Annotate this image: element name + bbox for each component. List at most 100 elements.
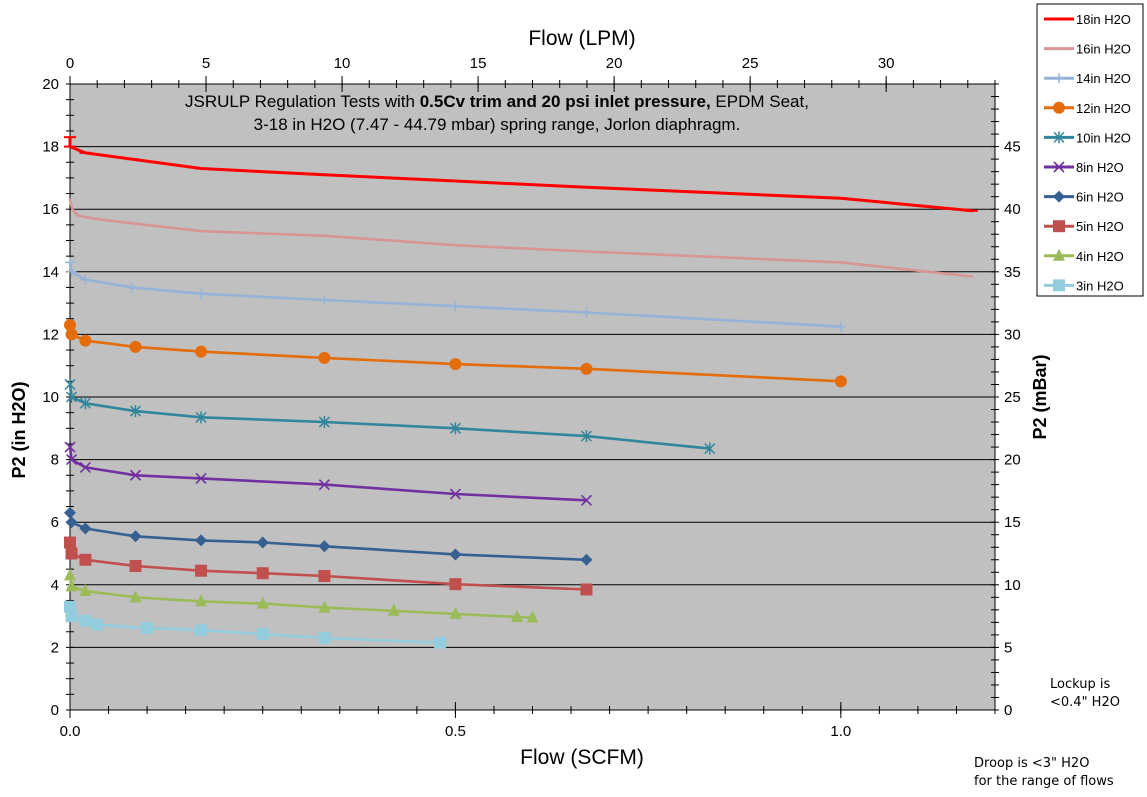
data-point (129, 530, 142, 543)
x2-tick-label: 0 (66, 55, 74, 72)
data-point (66, 391, 78, 403)
lockup-note-line2: <0.4" H2O (1050, 695, 1120, 710)
y-tick-label: 10 (42, 389, 59, 406)
data-point (318, 416, 330, 429)
data-point (318, 479, 330, 491)
legend: 18in H2O 16in H2O 14in H2O 12in H2O 10in H2O… (1036, 3, 1144, 297)
series-16in-h2o (68, 198, 974, 278)
legend-box (1036, 3, 1144, 297)
data-point (64, 441, 76, 453)
series-12in-h2o (64, 319, 847, 388)
series-3in-h2o (64, 600, 446, 649)
data-point (129, 560, 142, 573)
legend-item: 18in H2O (1044, 12, 1131, 27)
data-point (318, 570, 331, 583)
data-point (66, 266, 77, 277)
data-point (318, 600, 331, 613)
y2-axis-label: P2 (mBar) (1030, 354, 1050, 439)
x-tick-label: 0.0 (60, 723, 81, 740)
legend-swatch-marker (1054, 73, 1064, 84)
data-point (64, 600, 76, 613)
data-point (449, 488, 461, 500)
x2-tick-label: 25 (742, 55, 759, 72)
data-point (195, 472, 207, 484)
data-point (256, 627, 269, 640)
legend-item: 10in H2O (1044, 130, 1131, 145)
data-point (256, 536, 269, 549)
data-point (449, 606, 462, 619)
x2-tick-label: 20 (606, 55, 623, 72)
lockup-note-line1: Lockup is (1050, 677, 1111, 692)
data-point (449, 358, 462, 371)
data-point (580, 553, 593, 566)
data-point (79, 397, 91, 410)
y2-tick-label: 45 (1004, 139, 1021, 156)
data-point (319, 294, 330, 305)
data-point (387, 603, 400, 616)
chart-title-line1: JSRULP Regulation Tests with 0.5Cv trim … (185, 92, 809, 111)
y2-tick-label: 15 (1004, 514, 1021, 531)
data-point (195, 564, 208, 577)
data-point (195, 594, 208, 607)
data-point (65, 454, 78, 466)
series-4in-h2o (64, 568, 539, 623)
data-point (79, 522, 92, 535)
series-line (68, 198, 974, 278)
x2-tick-label: 30 (878, 55, 895, 72)
x-axis-label: Flow (SCFM) (520, 746, 644, 769)
data-point (129, 469, 142, 481)
x2-tick-label: 15 (470, 55, 487, 72)
y2-tick-label: 20 (1004, 452, 1021, 469)
x2-axis-label: Flow (LPM) (528, 27, 635, 50)
y-tick-label: 8 (51, 452, 59, 469)
droop-note-line2: for the range of flows (974, 774, 1114, 789)
series-6in-h2o (64, 506, 593, 566)
data-point (129, 340, 142, 353)
legend-item: 3in H2O (1044, 278, 1124, 293)
data-point (141, 621, 154, 634)
y2-tick-label: 10 (1004, 577, 1021, 594)
data-point (449, 422, 461, 435)
series-8in-h2o (64, 441, 593, 506)
y-tick-label: 0 (51, 702, 59, 719)
data-point (318, 632, 331, 645)
data-point (65, 328, 78, 341)
legend-label: 12in H2O (1076, 101, 1131, 116)
droop-note-line1: Droop is <3" H2O (974, 756, 1090, 771)
legend-item: 4in H2O (1044, 249, 1124, 264)
y-tick-label: 12 (42, 326, 59, 343)
data-point (256, 596, 269, 609)
y2-tick-label: 40 (1004, 201, 1021, 218)
series-group (64, 135, 978, 649)
x-tick-label: 0.5 (445, 723, 466, 740)
data-point (129, 590, 142, 603)
y-tick-label: 14 (42, 264, 59, 281)
y-tick-label: 2 (51, 639, 59, 656)
x2-tick-label: 5 (202, 55, 210, 72)
y-tick-label: 16 (42, 201, 59, 218)
data-point (90, 618, 103, 631)
data-point (195, 411, 207, 424)
data-point (65, 257, 75, 268)
data-point (79, 614, 92, 627)
data-point (64, 378, 76, 391)
legend-swatch-marker (1053, 220, 1065, 233)
data-point (129, 405, 142, 418)
legend-item: 12in H2O (1044, 101, 1131, 116)
data-point (449, 578, 462, 591)
grid-lines (70, 146, 995, 648)
legend-swatch-marker (1053, 248, 1065, 261)
legend-item: 14in H2O (1044, 71, 1131, 86)
series-18in-h2o (64, 135, 978, 213)
legend-swatch-marker (1053, 101, 1065, 114)
y-tick-label: 20 (42, 76, 59, 93)
y-axis-label: P2 (in H2O) (9, 381, 29, 478)
data-point (64, 506, 76, 519)
data-point (318, 540, 331, 553)
y-tick-label: 4 (51, 577, 59, 594)
data-point (65, 547, 78, 560)
legend-swatch-marker (1053, 190, 1065, 203)
data-point (64, 568, 76, 581)
data-point (79, 584, 92, 597)
